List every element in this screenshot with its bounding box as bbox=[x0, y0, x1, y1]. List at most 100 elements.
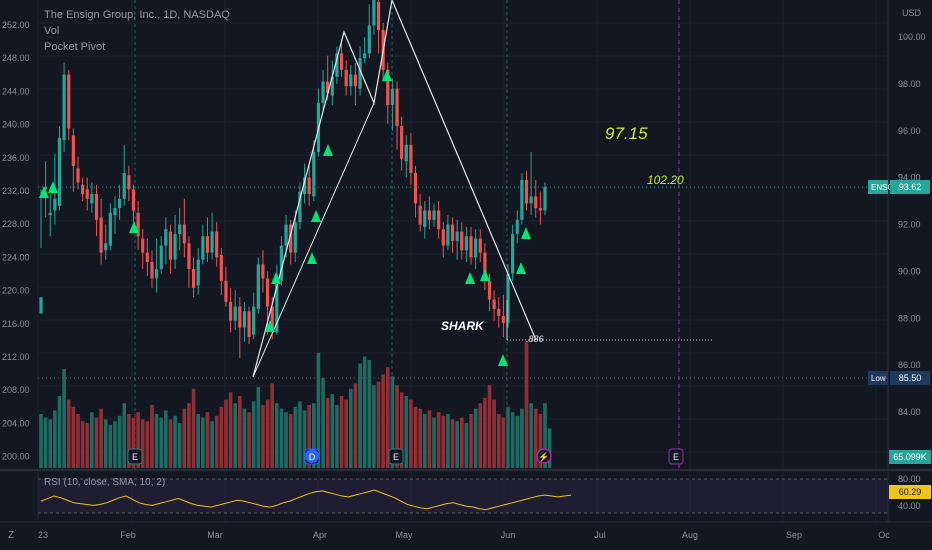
candle-body bbox=[108, 212, 112, 246]
low-tag-label-bg bbox=[868, 371, 888, 385]
volume-bar bbox=[238, 396, 242, 468]
volume-bar bbox=[473, 408, 478, 468]
volume-legend[interactable]: Vol bbox=[44, 25, 60, 37]
left-axis-tick: 232.00 bbox=[2, 186, 30, 196]
right-axis-tick: 88.00 bbox=[898, 313, 921, 323]
left-axis-tick: 252.00 bbox=[2, 20, 30, 30]
left-axis-tick: 212.00 bbox=[2, 352, 30, 362]
volume-bar bbox=[293, 406, 298, 468]
rsi-line bbox=[40, 489, 572, 511]
candle-body bbox=[437, 210, 441, 230]
last-price-tag-label-bg bbox=[868, 180, 888, 194]
candle-body bbox=[501, 315, 505, 323]
candle-body bbox=[474, 238, 478, 258]
pocket-pivot-icon bbox=[48, 181, 58, 193]
last-price-tag-value: 93.62 bbox=[899, 182, 922, 192]
volume-bar bbox=[483, 397, 487, 468]
candle-body bbox=[76, 168, 80, 183]
volume-bar bbox=[182, 408, 187, 468]
candle-body bbox=[164, 229, 168, 246]
time-axis-tick: 23 bbox=[38, 530, 48, 540]
volume-bar bbox=[455, 421, 459, 468]
pocket-pivot-icon bbox=[465, 272, 475, 284]
volume-bar bbox=[122, 403, 127, 468]
candle-body bbox=[367, 25, 371, 54]
volume-bar bbox=[242, 408, 247, 468]
pocket-pivot-legend[interactable]: Pocket Pivot bbox=[44, 41, 106, 53]
volume-bar bbox=[501, 417, 506, 468]
candle-body bbox=[395, 88, 399, 127]
volume-bar bbox=[270, 383, 274, 468]
volume-bar bbox=[422, 414, 427, 468]
candle-body bbox=[515, 219, 519, 234]
volume-bar bbox=[510, 412, 515, 468]
pattern-label: SHARK bbox=[441, 319, 485, 333]
volume-bar bbox=[284, 412, 288, 468]
left-axis-tick: 204.00 bbox=[2, 418, 30, 428]
volume-bar bbox=[173, 415, 177, 468]
candle-body bbox=[242, 311, 247, 328]
candle-body bbox=[330, 76, 334, 96]
volume-bar bbox=[53, 410, 57, 468]
volume-bar bbox=[80, 421, 85, 468]
volume-bar bbox=[117, 415, 122, 468]
volume-bar bbox=[335, 405, 339, 468]
candle-body bbox=[469, 236, 473, 258]
volume-bar bbox=[261, 405, 265, 468]
volume-bar bbox=[62, 369, 66, 468]
volume-bar bbox=[191, 388, 196, 468]
time-axis-tick: Sep bbox=[786, 530, 802, 540]
volume-bar bbox=[547, 428, 552, 468]
pocket-pivot-icon bbox=[323, 144, 333, 156]
candle-body bbox=[122, 172, 126, 199]
volume-bar bbox=[127, 414, 131, 468]
candle-body bbox=[252, 306, 256, 335]
left-axis-tick: 216.00 bbox=[2, 319, 30, 329]
volume-bar bbox=[99, 408, 103, 468]
candle-body bbox=[81, 184, 85, 195]
rsi-value-bg bbox=[889, 485, 931, 499]
right-axis-tick: 90.00 bbox=[898, 266, 921, 276]
left-axis-tick: 220.00 bbox=[2, 286, 30, 296]
volume-bar bbox=[159, 417, 164, 468]
volume-bar bbox=[279, 408, 284, 468]
volume-bar bbox=[219, 406, 224, 468]
candle-body bbox=[543, 187, 547, 211]
volume-bar bbox=[265, 399, 270, 468]
volume-bar bbox=[381, 374, 385, 468]
candle-body bbox=[293, 222, 297, 253]
event-marker-icon bbox=[388, 448, 404, 465]
candle-body bbox=[321, 81, 325, 103]
level-annotation: 102.20 bbox=[647, 173, 684, 187]
candle-body bbox=[127, 175, 131, 190]
volume-bar bbox=[39, 414, 43, 468]
time-axis-tick: Apr bbox=[313, 530, 327, 540]
symbol-legend[interactable]: The Ensign Group, Inc., 1D, NASDAQ bbox=[44, 9, 230, 21]
left-axis-tick: 208.00 bbox=[2, 385, 30, 395]
candle-body bbox=[228, 301, 233, 321]
pocket-pivot-icon bbox=[129, 221, 139, 233]
pocket-pivot-icon bbox=[311, 210, 321, 222]
volume-bar bbox=[113, 421, 117, 468]
volume-bar bbox=[316, 352, 321, 468]
pocket-pivot-icon bbox=[521, 227, 531, 239]
candle-body bbox=[265, 278, 270, 307]
volume-bar bbox=[469, 414, 473, 468]
candle-body bbox=[233, 306, 237, 321]
candle-body bbox=[298, 191, 302, 223]
volume-bar bbox=[330, 394, 335, 468]
rsi-legend[interactable]: RSI (10, close, SMA, 10, 2) bbox=[44, 477, 166, 488]
candle-body bbox=[376, 1, 381, 30]
candle-body bbox=[182, 224, 186, 244]
candle-body bbox=[71, 135, 75, 166]
candle-body bbox=[141, 238, 145, 253]
candle-body bbox=[90, 194, 94, 204]
candle-body bbox=[154, 269, 159, 279]
candle-body bbox=[99, 217, 103, 253]
volume-bar bbox=[321, 378, 325, 468]
volume-bar bbox=[302, 410, 307, 468]
right-axis-tick: 100.00 bbox=[898, 32, 926, 42]
volume-bar bbox=[108, 424, 113, 468]
candle-body bbox=[372, 0, 376, 26]
